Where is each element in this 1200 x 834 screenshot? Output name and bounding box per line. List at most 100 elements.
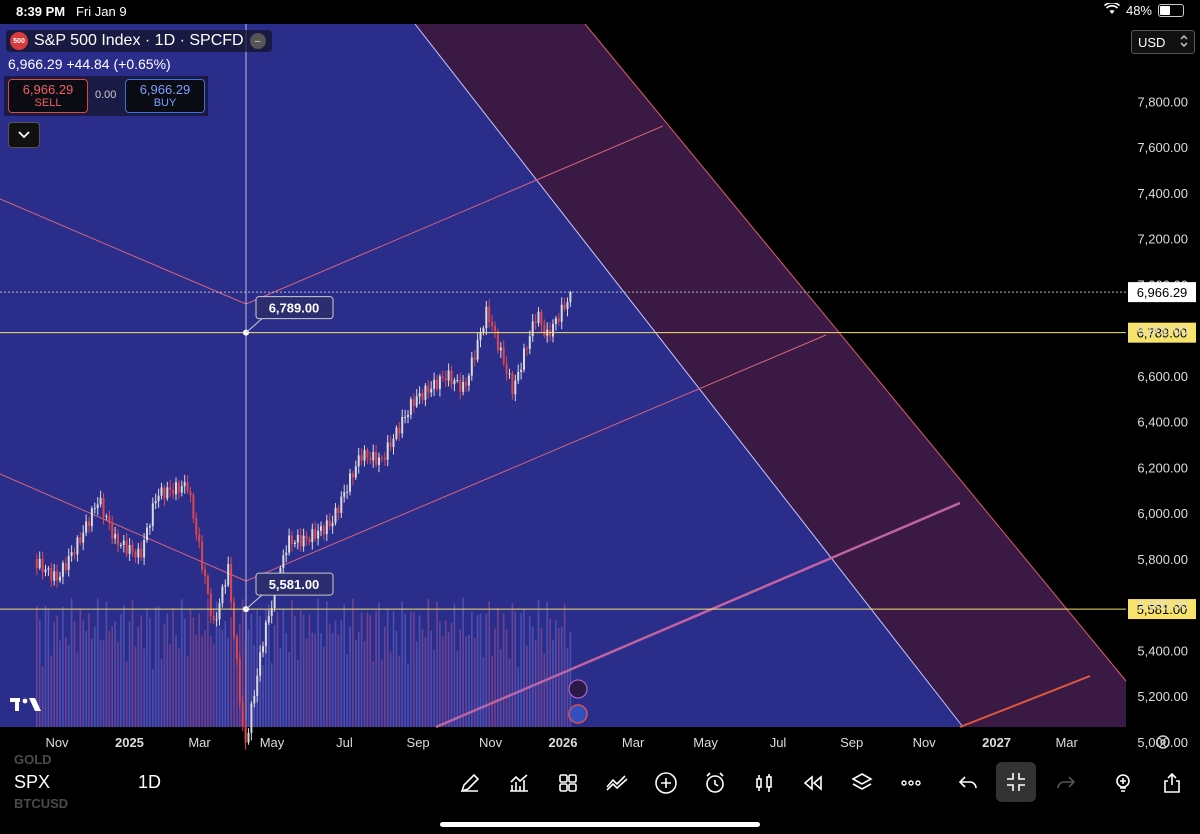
candle-body (70, 552, 73, 556)
month-tick-label: Jul (770, 735, 787, 750)
month-tick-label: Nov (913, 735, 937, 750)
channel-purple-zone (415, 24, 1126, 727)
symbol-header[interactable]: 500 S&P 500 Index · 1D · SPCFD – (6, 30, 272, 52)
candle-body (543, 325, 546, 336)
candle-body (444, 378, 447, 381)
undo-button[interactable] (951, 768, 985, 798)
candle-body (238, 658, 241, 703)
volume-bar (82, 620, 85, 727)
last-price-label: 6,966.29 (1137, 285, 1188, 300)
add-button[interactable] (649, 768, 683, 798)
volume-bar (421, 629, 424, 727)
tradingview-logo-icon[interactable] (10, 696, 44, 717)
volume-bar (76, 652, 79, 727)
watchlist-prev-symbol[interactable]: GOLD (14, 752, 52, 767)
price-tick-label: 6,200.00 (1137, 460, 1188, 475)
volume-bar (375, 611, 377, 727)
currency-select[interactable]: USD (1131, 30, 1195, 54)
candle-body (293, 542, 296, 545)
price-tick-label: 5,600.00 (1137, 598, 1188, 613)
volume-bar (404, 613, 406, 727)
candle-body (453, 380, 456, 385)
volume-bar (99, 639, 102, 727)
candle-body (50, 568, 53, 581)
price-tick-label: 6,800.00 (1137, 323, 1188, 338)
compare-icon (606, 775, 628, 791)
volume-bar (294, 616, 296, 727)
month-tick-label: May (260, 735, 285, 750)
candle-body (88, 521, 91, 527)
candle-body (502, 347, 505, 364)
candle-body (273, 586, 276, 609)
volume-bar (430, 630, 433, 727)
volume-bar (149, 617, 151, 727)
collapse-legend-button[interactable] (8, 122, 40, 148)
candle-body (563, 304, 566, 310)
candle-body (534, 321, 537, 323)
candle-body (436, 379, 439, 390)
us-flag-event-icon[interactable] (568, 704, 588, 724)
volume-bar (523, 609, 525, 727)
candle-body (134, 551, 137, 558)
volume-bar (500, 649, 502, 727)
watchlist-next-symbol[interactable]: BTCUSD (14, 796, 69, 811)
sell-label: SELL (34, 97, 62, 109)
earnings-event-icon[interactable] (568, 679, 588, 699)
volume-bar (491, 655, 493, 727)
candle-body (247, 732, 250, 743)
volume-bar (363, 641, 366, 727)
buy-label: BUY (153, 97, 177, 109)
volume-bar (566, 647, 569, 727)
compare-button[interactable] (600, 768, 634, 798)
candle-body (398, 427, 401, 434)
candle-body (328, 520, 331, 527)
channel-drawings (0, 24, 1200, 729)
candle-body (517, 371, 520, 381)
month-tick-label: Mar (188, 735, 211, 750)
volume-bar (534, 640, 537, 727)
candle-body (296, 535, 299, 543)
symbol-button[interactable]: SPX (14, 772, 51, 792)
candle-body (392, 438, 395, 448)
candle-body (514, 380, 517, 395)
ideas-button[interactable] (1106, 768, 1140, 798)
indicators-button[interactable] (502, 768, 536, 798)
volume-bar (270, 662, 273, 727)
sell-button[interactable]: 6,966.29 SELL (8, 79, 88, 113)
volume-bar (305, 638, 308, 727)
settings-gear-icon[interactable] (1156, 735, 1170, 749)
candle-body (317, 530, 320, 539)
candle-body (369, 457, 372, 461)
price-chart[interactable]: 6,789.00 6,789.00 5,581.00 5,581.00 7,800.0… (0, 24, 1200, 756)
interval-button[interactable]: 1D (138, 772, 162, 792)
buy-button[interactable]: 6,966.29 BUY (125, 79, 205, 113)
volume-bar (384, 626, 386, 727)
draw-tool-button[interactable] (453, 768, 487, 798)
fullscreen-exit-button[interactable] (996, 762, 1036, 802)
channel-outer-edge (584, 24, 1127, 682)
fan-line-lower (435, 501, 961, 729)
layout-button[interactable] (551, 768, 585, 798)
candle-body (204, 569, 207, 577)
volume-bar (288, 651, 290, 727)
hide-legend-button[interactable]: – (249, 33, 266, 49)
replay-button[interactable] (796, 768, 830, 798)
month-tick-label: Sep (407, 735, 430, 750)
volume-bar (157, 606, 160, 727)
chevron-down-icon (18, 126, 30, 144)
alert-button[interactable] (698, 768, 732, 798)
level-axis-label: 6,789.00 (1137, 326, 1188, 341)
redo-button[interactable] (1049, 768, 1083, 798)
candle-body (412, 399, 415, 407)
bottom-toolbar: GOLD SPX BTCUSD 1D (0, 752, 1200, 811)
volume-bar (224, 620, 227, 727)
candle-body (427, 385, 430, 393)
layers-button[interactable] (845, 768, 879, 798)
share-button[interactable] (1155, 768, 1189, 798)
level-lines: 6,789.00 6,789.00 5,581.00 5,581.00 (0, 291, 1196, 620)
candle-body (189, 491, 192, 496)
more-button[interactable] (894, 768, 928, 798)
price-tick-label: 7,400.00 (1137, 186, 1188, 201)
volume-bar (555, 620, 557, 727)
chart-type-button[interactable] (747, 768, 781, 798)
